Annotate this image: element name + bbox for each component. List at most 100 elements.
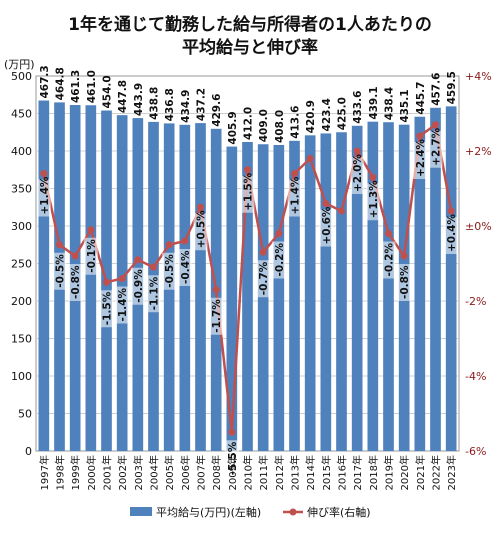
x-tick-label: 1998年 xyxy=(54,455,67,490)
growth-value-label: -1.1% xyxy=(149,276,161,310)
bar-value-label: 405.9 xyxy=(227,111,239,144)
legend-swatch-bars xyxy=(130,507,152,516)
growth-value-label: -1.7% xyxy=(211,299,223,333)
bar-value-label: 434.9 xyxy=(180,90,192,123)
growth-label-bg xyxy=(193,213,208,251)
growth-value-label: -0.4% xyxy=(180,250,192,284)
x-tick-label: 2014年 xyxy=(304,455,317,490)
bar-value-label: 439.1 xyxy=(368,86,380,119)
y-left-tick-label: 100 xyxy=(11,370,32,383)
x-tick-label: 2019年 xyxy=(383,455,396,490)
growth-label-bg xyxy=(240,175,255,213)
growth-value-label: -1.4% xyxy=(117,288,129,322)
x-tick-label: 2018年 xyxy=(367,455,380,490)
y-right-tick-label: +2% xyxy=(465,145,492,158)
x-tick-label: 1999年 xyxy=(69,455,82,490)
y-left-tick-label: 200 xyxy=(11,295,32,308)
growth-value-label: -1.5% xyxy=(102,291,114,325)
growth-label-bg xyxy=(381,241,396,279)
y-left-tick-label: 250 xyxy=(11,258,32,271)
x-tick-label: 2013年 xyxy=(289,455,302,490)
bar xyxy=(195,123,206,451)
growth-point xyxy=(244,166,251,174)
growth-label-bg xyxy=(224,440,239,478)
growth-value-label: +0.5% xyxy=(196,210,208,248)
growth-label-bg xyxy=(83,237,98,275)
bar-value-label: 443.9 xyxy=(133,83,145,116)
growth-value-label: -0.8% xyxy=(70,265,82,299)
growth-value-label: +0.6% xyxy=(321,206,333,244)
growth-label-bg xyxy=(99,290,114,328)
growth-value-label: +1.3% xyxy=(368,180,380,218)
bar-value-label: 461.0 xyxy=(86,70,98,103)
growth-point xyxy=(228,428,236,436)
growth-label-bg xyxy=(318,209,333,247)
bar xyxy=(414,116,426,451)
growth-label-bg xyxy=(162,252,177,290)
growth-label-bg xyxy=(365,183,380,221)
x-tick-label: 2016年 xyxy=(336,455,349,490)
growth-value-label: +2.0% xyxy=(352,154,364,192)
growth-label-bg xyxy=(412,142,427,179)
growth-label-bg xyxy=(68,264,83,301)
bar xyxy=(273,145,285,451)
legend-label-line: 伸び率(右軸) xyxy=(307,505,371,519)
growth-point xyxy=(338,207,345,215)
y-right-tick-label: -4% xyxy=(465,370,486,383)
growth-value-label: -5.5% xyxy=(227,441,239,475)
growth-value-label: -0.8% xyxy=(399,265,411,299)
bar-value-label: 461.3 xyxy=(70,70,82,103)
growth-point xyxy=(291,170,298,177)
bar-value-label: 429.6 xyxy=(211,94,223,127)
growth-point xyxy=(306,155,314,162)
legend-label-bars: 平均給与(万円)(左軸) xyxy=(156,505,261,519)
y-right-tick-label: +4% xyxy=(465,70,492,83)
growth-point xyxy=(447,207,455,215)
growth-label-bg xyxy=(130,267,145,305)
bar-value-label: 423.4 xyxy=(321,98,333,131)
y-left-tick-label: 0 xyxy=(25,445,32,458)
growth-point xyxy=(400,252,408,260)
bar-value-label: 420.9 xyxy=(305,100,317,133)
bar xyxy=(445,106,457,451)
bar xyxy=(38,100,50,452)
bar xyxy=(116,115,128,452)
bar-value-label: 457.6 xyxy=(431,73,443,106)
growth-point xyxy=(197,203,204,211)
growth-value-label: +2.7% xyxy=(431,127,443,165)
growth-point xyxy=(56,241,63,249)
y-left-tick-label: 150 xyxy=(11,333,32,346)
bar-value-label: 436.8 xyxy=(164,88,176,121)
growth-point xyxy=(385,230,392,237)
y-left-tick-label: 50 xyxy=(18,408,32,421)
growth-point xyxy=(118,275,126,282)
growth-label-bg xyxy=(209,297,224,335)
growth-point xyxy=(165,241,173,249)
growth-point xyxy=(71,252,79,260)
growth-label-bg xyxy=(177,249,192,286)
growth-label-bg xyxy=(115,286,130,324)
bar-value-label: 467.3 xyxy=(39,65,51,98)
x-tick-label: 2010年 xyxy=(242,455,255,490)
bar-value-label: 445.7 xyxy=(415,82,427,115)
bar xyxy=(336,132,347,451)
bar xyxy=(367,121,379,452)
y-left-tick-label: 450 xyxy=(11,108,32,121)
y-left-tick-label: 300 xyxy=(11,220,32,233)
bar xyxy=(383,122,394,451)
x-tick-label: 2023年 xyxy=(445,455,458,490)
growth-label-bg xyxy=(36,179,51,217)
x-tick-label: 2011年 xyxy=(257,455,270,490)
bar xyxy=(289,140,300,452)
x-tick-label: 2000年 xyxy=(85,455,98,490)
x-tick-label: 2017年 xyxy=(351,455,364,490)
growth-point xyxy=(212,286,220,294)
x-tick-label: 1997年 xyxy=(38,455,51,490)
legend-swatch-marker xyxy=(289,508,297,516)
bar-value-label: 408.0 xyxy=(274,110,286,143)
growth-value-label: -0.7% xyxy=(258,261,270,295)
bar-value-label: 435.1 xyxy=(399,89,411,122)
bar-value-label: 438.4 xyxy=(384,87,396,120)
growth-label-bg xyxy=(52,252,67,290)
